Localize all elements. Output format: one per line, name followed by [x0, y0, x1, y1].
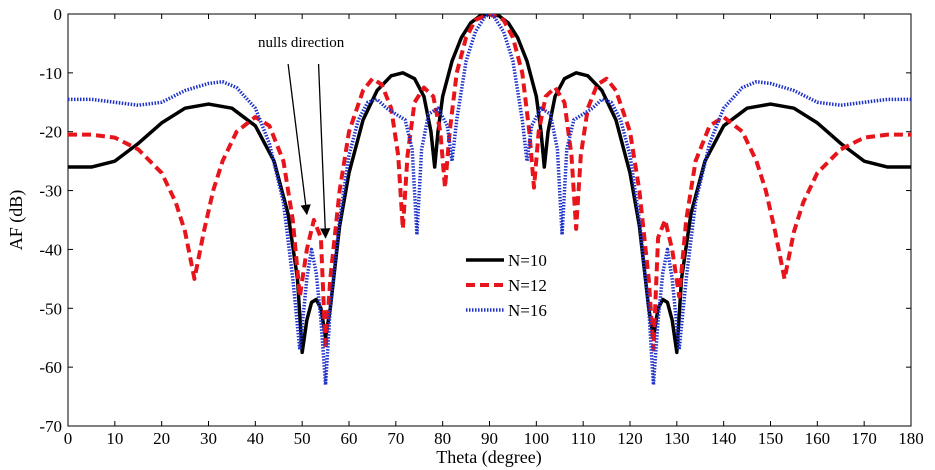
- x-tick-label: 120: [617, 429, 643, 448]
- x-tick-label: 60: [341, 429, 358, 448]
- x-tick-label: 150: [758, 429, 784, 448]
- y-tick-label: -60: [39, 358, 62, 377]
- series-line-n10: [68, 14, 911, 355]
- x-tick-label: 70: [387, 429, 404, 448]
- series-line-n16: [68, 14, 911, 387]
- y-tick-label: -10: [39, 64, 62, 83]
- x-tick-label: 130: [664, 429, 690, 448]
- annotation-arrow: [287, 63, 311, 216]
- y-tick-label: 0: [54, 5, 63, 24]
- x-tick-label: 40: [247, 429, 264, 448]
- y-tick-label: -70: [39, 417, 62, 436]
- legend: N=10 N=12 N=16: [466, 251, 547, 320]
- x-axis: 0 10 20 30 40 50 60 70 80 90 100 110 120 130 140 150 160…: [64, 14, 924, 448]
- x-tick-label: 180: [898, 429, 924, 448]
- y-tick-label: -50: [39, 299, 62, 318]
- annotation-label: nulls direction: [258, 35, 345, 51]
- y-tick-label: -30: [39, 182, 62, 201]
- series-layer: [68, 14, 911, 387]
- y-axis-title: AF (dB): [6, 190, 27, 251]
- y-axis: 0 -10 -20 -30 -40 -50 -60 -70: [39, 5, 911, 436]
- annotation-arrow: [317, 64, 331, 239]
- x-tick-label: 90: [481, 429, 498, 448]
- x-tick-label: 30: [200, 429, 217, 448]
- y-tick-label: -40: [39, 240, 62, 259]
- x-tick-label: 50: [294, 429, 311, 448]
- legend-label: N=10: [508, 251, 547, 270]
- x-tick-label: 10: [106, 429, 123, 448]
- x-tick-label: 0: [64, 429, 73, 448]
- x-tick-label: 100: [524, 429, 550, 448]
- legend-label: N=16: [508, 301, 547, 320]
- x-tick-label: 110: [571, 429, 596, 448]
- plot-frame: [67, 13, 912, 427]
- x-tick-label: 20: [153, 429, 170, 448]
- x-tick-label: 140: [711, 429, 737, 448]
- x-tick-label: 80: [434, 429, 451, 448]
- x-tick-label: 160: [805, 429, 831, 448]
- legend-label: N=12: [508, 276, 547, 295]
- annotation: nulls direction: [258, 35, 345, 239]
- y-tick-label: -20: [39, 123, 62, 142]
- series-line-n12: [68, 14, 911, 352]
- x-axis-title: Theta (degree): [436, 447, 541, 468]
- x-tick-label: 170: [851, 429, 877, 448]
